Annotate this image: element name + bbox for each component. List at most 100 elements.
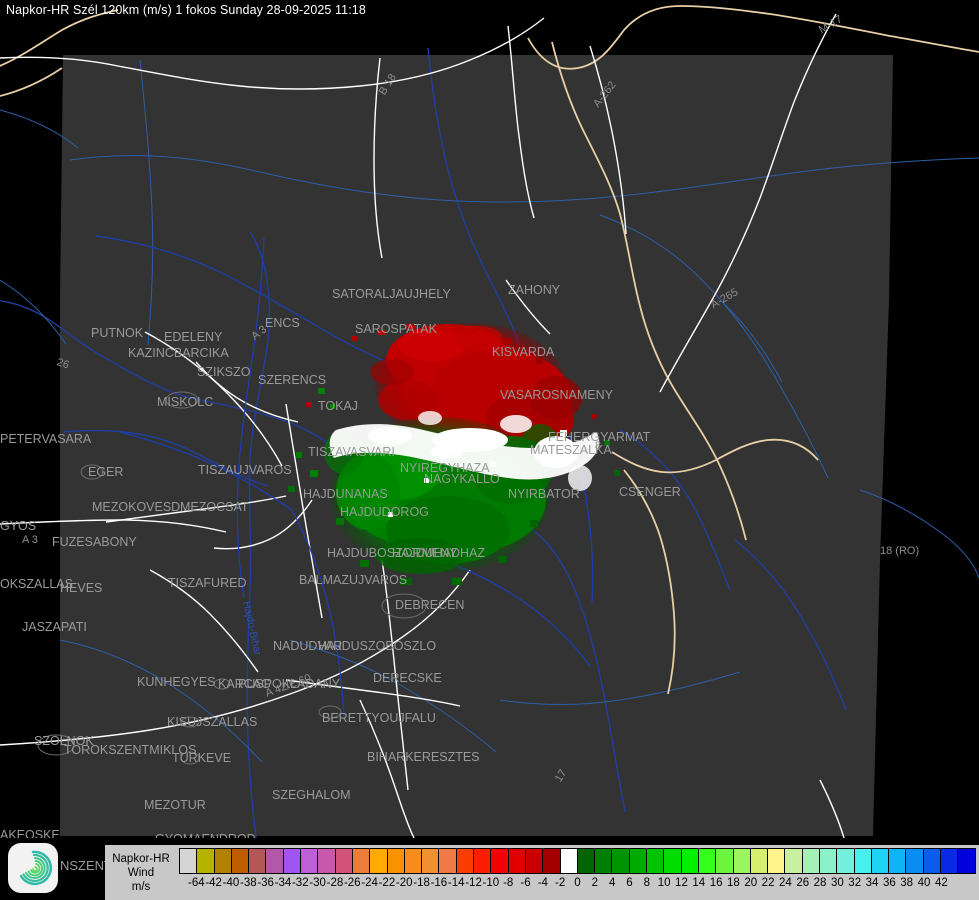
color-swatch[interactable] bbox=[387, 849, 405, 873]
scale-tick: 28 bbox=[813, 877, 827, 889]
color-swatch[interactable] bbox=[941, 849, 959, 873]
color-swatch-strip[interactable] bbox=[179, 848, 976, 874]
page-title: Napkor-HR Szél 120km (m/s) 1 fokos Sunda… bbox=[6, 3, 366, 17]
scale-tick: -38 bbox=[239, 877, 257, 889]
color-swatch[interactable] bbox=[629, 849, 648, 873]
scale-tick: -26 bbox=[343, 877, 361, 889]
color-swatch[interactable] bbox=[871, 849, 890, 873]
color-swatch[interactable] bbox=[301, 849, 319, 873]
scale-tick: 40 bbox=[917, 877, 931, 889]
color-swatch[interactable] bbox=[318, 849, 336, 873]
color-swatch[interactable] bbox=[577, 849, 596, 873]
color-swatch[interactable] bbox=[854, 849, 872, 873]
vortex-logo[interactable] bbox=[8, 843, 58, 893]
color-swatch[interactable] bbox=[525, 849, 544, 873]
color-swatch[interactable] bbox=[283, 849, 302, 873]
color-swatch[interactable] bbox=[422, 849, 440, 873]
color-swatch[interactable] bbox=[785, 849, 803, 873]
scale-tick: 34 bbox=[865, 877, 879, 889]
scale-tick: 12 bbox=[675, 877, 688, 889]
scale-tick: 22 bbox=[761, 877, 775, 889]
color-swatch[interactable] bbox=[474, 849, 492, 873]
scale-tick: 32 bbox=[848, 877, 862, 889]
scale-tick: -28 bbox=[326, 877, 344, 889]
echo-speckle bbox=[288, 324, 620, 585]
river-network-minor bbox=[0, 59, 979, 763]
scale-tick: -14 bbox=[447, 877, 465, 889]
color-swatch[interactable] bbox=[508, 849, 526, 873]
scale-tick: -16 bbox=[430, 877, 448, 889]
color-swatch[interactable] bbox=[266, 849, 284, 873]
color-swatch[interactable] bbox=[837, 849, 855, 873]
scale-tick: -32 bbox=[291, 877, 309, 889]
color-swatch[interactable] bbox=[352, 849, 371, 873]
scale-tick: -10 bbox=[482, 877, 500, 889]
scale-tick: 14 bbox=[692, 877, 706, 889]
color-swatch[interactable] bbox=[768, 849, 786, 873]
color-swatch[interactable] bbox=[595, 849, 613, 873]
color-scale-legend[interactable]: Napkor-HR Wind m/s -64 -42 -40 -38 -36 -34 -32… bbox=[105, 845, 979, 900]
scale-tick: -12 bbox=[465, 877, 482, 889]
legend-unit: m/s bbox=[131, 880, 151, 893]
scale-tick: 38 bbox=[900, 877, 914, 889]
color-swatch[interactable] bbox=[370, 849, 388, 873]
color-swatch[interactable] bbox=[214, 849, 232, 873]
scale-tick: 36 bbox=[882, 877, 896, 889]
color-swatch[interactable] bbox=[197, 849, 215, 873]
legend-radar-name: Napkor-HR bbox=[112, 852, 170, 865]
scale-tick-labels: -64 -42 -40 -38 -36 -34 -32 -30 -28 -26 -24 -22 -20-… bbox=[179, 874, 976, 896]
color-swatch[interactable] bbox=[335, 849, 353, 873]
color-swatch[interactable] bbox=[958, 849, 975, 873]
color-swatch[interactable] bbox=[543, 849, 561, 873]
scale-tick: 24 bbox=[779, 877, 792, 889]
scale-tick: 2 bbox=[591, 877, 599, 889]
color-swatch[interactable] bbox=[249, 849, 267, 873]
color-swatch[interactable] bbox=[612, 849, 630, 873]
color-swatch[interactable] bbox=[750, 849, 769, 873]
scale-tick: 20 bbox=[744, 877, 758, 889]
international-border bbox=[0, 5, 979, 695]
scale-tick: 8 bbox=[643, 877, 650, 889]
color-swatch[interactable] bbox=[180, 849, 198, 873]
color-swatch[interactable] bbox=[491, 849, 509, 873]
color-swatch[interactable] bbox=[456, 849, 475, 873]
color-swatch[interactable] bbox=[647, 849, 665, 873]
color-swatch[interactable] bbox=[733, 849, 751, 873]
scale-tick: -40 bbox=[222, 877, 240, 889]
scale-tick: 0 bbox=[574, 877, 581, 889]
echo-zero-white bbox=[329, 411, 600, 491]
color-swatch[interactable] bbox=[231, 849, 250, 873]
color-swatch[interactable] bbox=[802, 849, 820, 873]
map-canvas[interactable]: Napkor-HR Szél 120km (m/s) 1 fokos Sunda… bbox=[0, 0, 979, 838]
scale-tick: -34 bbox=[274, 877, 292, 889]
scale-tick: 10 bbox=[657, 877, 671, 889]
color-swatch[interactable] bbox=[889, 849, 907, 873]
color-swatch[interactable] bbox=[923, 849, 942, 873]
color-swatch[interactable] bbox=[439, 849, 457, 873]
scale-tick: -20 bbox=[395, 877, 413, 889]
legend-quantity: Wind bbox=[127, 866, 155, 879]
scale-tick: -42 bbox=[205, 877, 222, 889]
scale-tick: -2 bbox=[555, 877, 566, 889]
scale-tick: 26 bbox=[796, 877, 810, 889]
scale-tick: 6 bbox=[626, 877, 633, 889]
color-swatch[interactable] bbox=[698, 849, 717, 873]
legend-meta: Napkor-HR Wind m/s bbox=[105, 845, 177, 900]
scale-tick: 42 bbox=[934, 877, 948, 889]
color-swatch[interactable] bbox=[404, 849, 423, 873]
radar-echo-layer bbox=[288, 323, 620, 585]
color-swatch[interactable] bbox=[664, 849, 682, 873]
vortex-icon bbox=[19, 850, 52, 886]
color-swatch[interactable] bbox=[819, 849, 838, 873]
scale-tick: -24 bbox=[361, 877, 378, 889]
color-swatch[interactable] bbox=[906, 849, 924, 873]
color-swatch[interactable] bbox=[681, 849, 699, 873]
color-swatch[interactable] bbox=[716, 849, 734, 873]
scale-tick: 4 bbox=[608, 877, 616, 889]
scale-tick: 16 bbox=[709, 877, 723, 889]
scale-wrapper: -64 -42 -40 -38 -36 -34 -32 -30 -28 -26 -24 -22 -20-… bbox=[179, 848, 976, 898]
color-swatch[interactable] bbox=[560, 849, 578, 873]
scale-tick: 30 bbox=[830, 877, 844, 889]
scale-tick: -22 bbox=[378, 877, 396, 889]
